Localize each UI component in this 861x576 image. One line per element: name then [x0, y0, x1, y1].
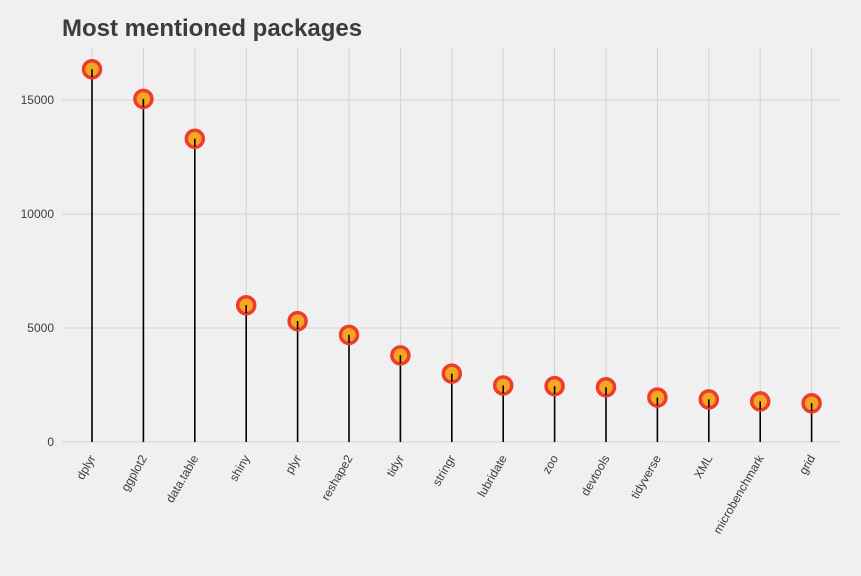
x-tick-label: XML: [691, 452, 716, 481]
x-tick-label: data.table: [163, 452, 202, 505]
y-tick-label: 0: [47, 435, 54, 449]
x-tick-label: dplyr: [73, 453, 98, 483]
x-tick-label: grid: [796, 453, 818, 477]
x-tick-label: lubridate: [475, 452, 510, 499]
x-tick-label: tidyverse: [628, 452, 664, 501]
x-tick-label: microbenchmark: [710, 452, 767, 537]
x-tick-label: devtools: [578, 453, 612, 499]
x-tick-label: reshape2: [318, 452, 355, 503]
chart-title: Most mentioned packages: [62, 15, 362, 42]
x-tick-label: shiny: [227, 453, 253, 484]
x-tick-label: tidyr: [384, 452, 407, 479]
x-tick-label: plyr: [282, 453, 304, 477]
points: [81, 58, 822, 414]
x-tick-label: ggplot2: [118, 452, 150, 493]
y-tick-label: 10000: [21, 207, 55, 221]
y-tick-label: 15000: [21, 93, 55, 107]
x-tick-label: zoo: [539, 452, 561, 476]
x-tick-label: stringr: [430, 453, 459, 489]
y-axis-tick-labels: 0 5000 10000 15000: [21, 93, 55, 449]
x-axis-tick-labels: dplyr ggplot2 data.table shiny plyr reshape2 t…: [73, 452, 818, 537]
y-tick-label: 5000: [27, 321, 54, 335]
